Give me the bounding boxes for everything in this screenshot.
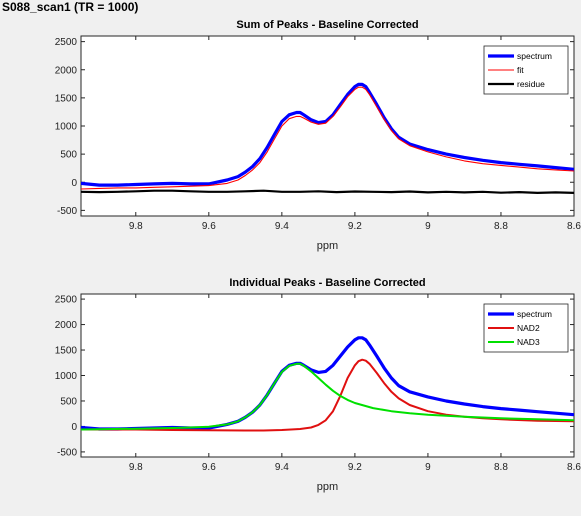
x-axis-label: ppm — [317, 240, 338, 252]
y-tick-label: 2000 — [55, 65, 78, 76]
legend: spectrum NAD2 NAD3 — [483, 303, 569, 353]
x-tick-label: 9.2 — [348, 462, 362, 473]
chart-1: Sum of Peaks - Baseline Corrected 9.8 9.6 9… — [55, 19, 581, 252]
chart-2: Individual Peaks - Baseline Corrected 9.8… — [55, 277, 581, 493]
y-tick-label: 1000 — [55, 371, 78, 382]
x-tick-label: 8.8 — [494, 221, 508, 232]
y-tick-label: 500 — [60, 396, 77, 407]
y-tick-label: 0 — [71, 422, 77, 433]
legend: spectrum fit residue — [483, 45, 569, 95]
x-axis-label: ppm — [317, 481, 338, 493]
legend-entry: NAD2 — [517, 323, 540, 333]
y-tick-label: 2500 — [55, 37, 78, 48]
legend-entry: spectrum — [517, 51, 552, 61]
figure-title: S088_scan1 (TR = 1000) — [2, 0, 139, 14]
x-tick-label: 9 — [425, 462, 431, 473]
legend-entry: residue — [517, 79, 545, 89]
x-tick-label: 9.8 — [129, 462, 143, 473]
x-tick-label: 9.4 — [275, 221, 289, 232]
y-tick-label: 2500 — [55, 295, 78, 306]
x-tick-label: 8.8 — [494, 462, 508, 473]
legend-entry: fit — [517, 65, 524, 75]
x-tick-label: 9.8 — [129, 221, 143, 232]
x-tick-label: 9.6 — [202, 462, 216, 473]
y-tick-label: 1500 — [55, 346, 78, 357]
legend-entry: NAD3 — [517, 337, 540, 347]
x-tick-label: 9.6 — [202, 221, 216, 232]
x-tick-label: 9.2 — [348, 221, 362, 232]
series-line-spectrum — [81, 82, 574, 187]
x-tick-label: 9 — [425, 221, 431, 232]
y-tick-label: 2000 — [55, 320, 78, 331]
x-tick-label: 9.4 — [275, 462, 289, 473]
chart-title: Sum of Peaks - Baseline Corrected — [236, 19, 418, 31]
y-tick-label: 1000 — [55, 122, 78, 133]
legend-box — [483, 303, 569, 353]
legend-entry: spectrum — [517, 309, 552, 319]
x-tick-label: 8.6 — [567, 462, 581, 473]
y-tick-label: -500 — [57, 206, 77, 217]
chart-title: Individual Peaks - Baseline Corrected — [229, 277, 425, 289]
series-line-nad3 — [81, 362, 574, 431]
series-line-nad2 — [81, 358, 574, 432]
x-tick-label: 8.6 — [567, 221, 581, 232]
series-line-residue — [81, 189, 574, 194]
series-line-fit — [81, 86, 574, 190]
y-tick-label: -500 — [57, 447, 77, 458]
y-tick-label: 0 — [71, 178, 77, 189]
y-tick-label: 500 — [60, 150, 77, 161]
y-tick-label: 1500 — [55, 93, 78, 104]
